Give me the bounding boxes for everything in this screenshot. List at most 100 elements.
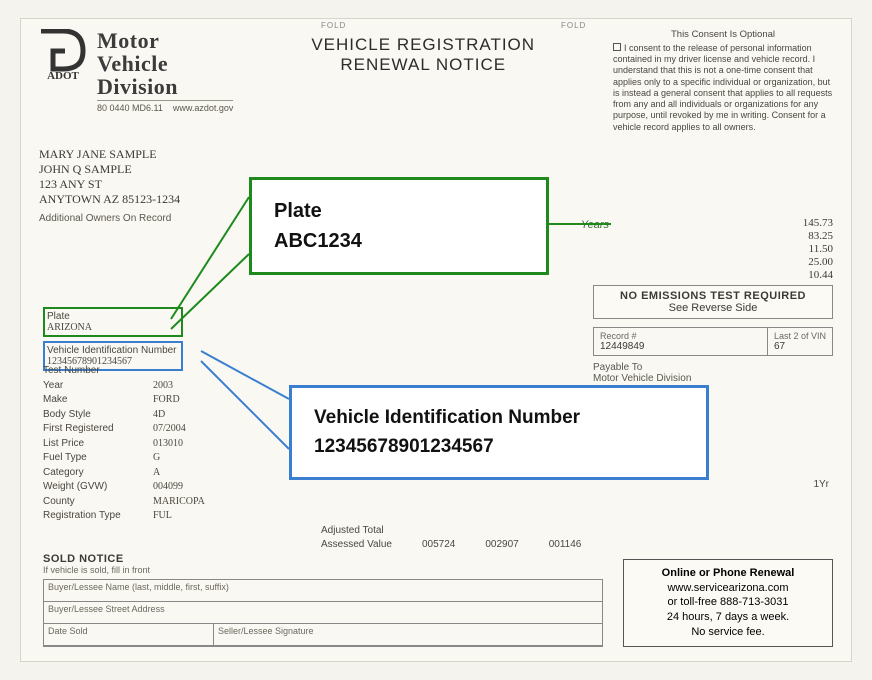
vin-last2-label: Last 2 of VIN — [774, 331, 826, 341]
mailing-address: MARY JANE SAMPLE JOHN Q SAMPLE 123 ANY S… — [39, 147, 239, 207]
detail-row: Body Style4D — [43, 408, 263, 423]
detail-row: CountyMARICOPA — [43, 495, 263, 510]
vin-last2-value: 67 — [774, 341, 826, 352]
title-line2: RENEWAL NOTICE — [243, 55, 603, 75]
fee-amount: 83.25 — [808, 230, 833, 242]
plate-value-small: ARIZONA — [47, 322, 177, 333]
detail-value: FUL — [153, 509, 172, 524]
adjusted-total-label: Adjusted Total — [321, 525, 384, 536]
sold-grid: Buyer/Lessee Name (last, middle, first, … — [43, 579, 603, 647]
addr-name1: MARY JANE SAMPLE — [39, 147, 239, 162]
plate-label-small: Plate — [47, 311, 177, 322]
renewal-title: Online or Phone Renewal — [632, 566, 824, 581]
fee-row: 10.44 — [593, 269, 833, 281]
fee-row: 145.73 — [593, 217, 833, 229]
renewal-url: www.servicearizona.com — [632, 581, 824, 596]
detail-row: Weight (GVW)004099 — [43, 480, 263, 495]
callout-plate-value: ABC1234 — [274, 226, 524, 256]
sold-buyer-addr: Buyer/Lessee Street Address — [44, 602, 602, 624]
detail-row: Test Number — [43, 364, 263, 379]
callout-plate: Plate ABC1234 — [249, 177, 549, 275]
vehicle-details: Test NumberYear2003MakeFORDBody Style4DF… — [43, 364, 263, 524]
renewal-hours: 24 hours, 7 days a week. — [632, 610, 824, 625]
detail-key: Make — [43, 393, 153, 408]
agency-name-l1: Motor — [97, 29, 233, 52]
renewal-fee: No service fee. — [632, 625, 824, 640]
agency-subline: 80 0440 MD6.11 www.azdot.gov — [97, 100, 233, 113]
record-num-label: Record # — [600, 331, 761, 341]
payable-label: Payable To — [593, 362, 833, 373]
fee-row: 83.25 — [593, 230, 833, 242]
renewal-box: Online or Phone Renewal www.servicearizo… — [623, 559, 833, 647]
emissions-title: NO EMISSIONS TEST REQUIRED — [596, 290, 830, 302]
fee-row: 11.50 — [593, 243, 833, 255]
record-num-value: 12449849 — [600, 341, 761, 352]
fee-list: 145.7383.2511.5025.0010.44 — [593, 217, 833, 281]
renewal-phone: or toll-free 888-713-3031 — [632, 595, 824, 610]
payable-value: Motor Vehicle Division — [593, 373, 833, 384]
sold-sub: If vehicle is sold, fill in front — [43, 565, 603, 575]
assessed-v1: 005724 — [422, 539, 455, 550]
fee-amount: 10.44 — [808, 269, 833, 281]
callout-plate-label: Plate — [274, 196, 524, 226]
sold-notice: SOLD NOTICE If vehicle is sold, fill in … — [43, 553, 603, 647]
detail-key: List Price — [43, 437, 153, 452]
fold-mark-right: FOLD — [561, 21, 586, 30]
addr-name2: JOHN Q SAMPLE — [39, 162, 239, 177]
assessed-value-row: Assessed Value 005724 002907 001146 — [321, 539, 581, 550]
detail-row: MakeFORD — [43, 393, 263, 408]
detail-value: 013010 — [153, 437, 183, 452]
callout-vin: Vehicle Identification Number 1234567890… — [289, 385, 709, 480]
sold-date: Date Sold — [44, 624, 214, 646]
payable-block: Payable To Motor Vehicle Division — [593, 362, 833, 384]
vin-label-small: Vehicle Identification Number — [47, 345, 177, 356]
fold-mark-left: FOLD — [321, 21, 346, 30]
detail-value: A — [153, 466, 160, 481]
callout-vin-value: 12345678901234567 — [314, 433, 684, 462]
detail-key: Category — [43, 466, 153, 481]
document-page: FOLD FOLD ADOT Motor Vehicle Division 80… — [20, 18, 852, 662]
fee-row: 25.00 — [593, 256, 833, 268]
detail-row: Year2003 — [43, 379, 263, 394]
detail-value: G — [153, 451, 160, 466]
detail-row: First Registered07/2004 — [43, 422, 263, 437]
consent-block: This Consent Is Optional I consent to th… — [613, 29, 833, 133]
form-number: 80 0440 MD6.11 — [97, 103, 163, 113]
detail-value: 4D — [153, 408, 165, 423]
addr-street: 123 ANY ST — [39, 177, 239, 192]
agency-url: www.azdot.gov — [173, 103, 234, 113]
detail-key: First Registered — [43, 422, 153, 437]
right-column: 145.7383.2511.5025.0010.44 NO EMISSIONS … — [593, 217, 833, 384]
consent-text: I consent to the release of personal inf… — [613, 43, 832, 132]
notice-title: VEHICLE REGISTRATION RENEWAL NOTICE — [243, 29, 603, 75]
consent-body: I consent to the release of personal inf… — [613, 43, 833, 133]
detail-key: Year — [43, 379, 153, 394]
plate-field-small: Plate ARIZONA — [43, 307, 183, 337]
logo-text: ADOT — [47, 70, 79, 81]
detail-row: Fuel TypeG — [43, 451, 263, 466]
consent-checkbox[interactable] — [613, 43, 621, 51]
agency-name-block: Motor Vehicle Division 80 0440 MD6.11 ww… — [97, 29, 233, 113]
assessed-label: Assessed Value — [321, 539, 392, 550]
detail-row: List Price013010 — [43, 437, 263, 452]
detail-value: 07/2004 — [153, 422, 186, 437]
detail-key: Weight (GVW) — [43, 480, 153, 495]
one-year-label: 1Yr — [813, 479, 829, 490]
detail-key: Fuel Type — [43, 451, 153, 466]
adot-logo: ADOT — [39, 29, 87, 81]
detail-key: Body Style — [43, 408, 153, 423]
plate-vin-area: Plate ARIZONA Vehicle Identification Num… — [43, 307, 183, 371]
consent-heading: This Consent Is Optional — [613, 29, 833, 41]
sold-buyer-name: Buyer/Lessee Name (last, middle, first, … — [44, 580, 602, 602]
sold-heading: SOLD NOTICE — [43, 553, 124, 565]
fee-amount: 145.73 — [803, 217, 833, 229]
detail-row: Registration TypeFUL — [43, 509, 263, 524]
sold-signature: Seller/Lessee Signature — [214, 624, 602, 646]
emissions-box: NO EMISSIONS TEST REQUIRED See Reverse S… — [593, 285, 833, 319]
detail-value: 2003 — [153, 379, 173, 394]
fee-amount: 11.50 — [809, 243, 833, 255]
title-line1: VEHICLE REGISTRATION — [243, 35, 603, 55]
record-box: Record # 12449849 Last 2 of VIN 67 — [593, 327, 833, 356]
detail-value: 004099 — [153, 480, 183, 495]
addr-citystate: ANYTOWN AZ 85123-1234 — [39, 192, 239, 207]
